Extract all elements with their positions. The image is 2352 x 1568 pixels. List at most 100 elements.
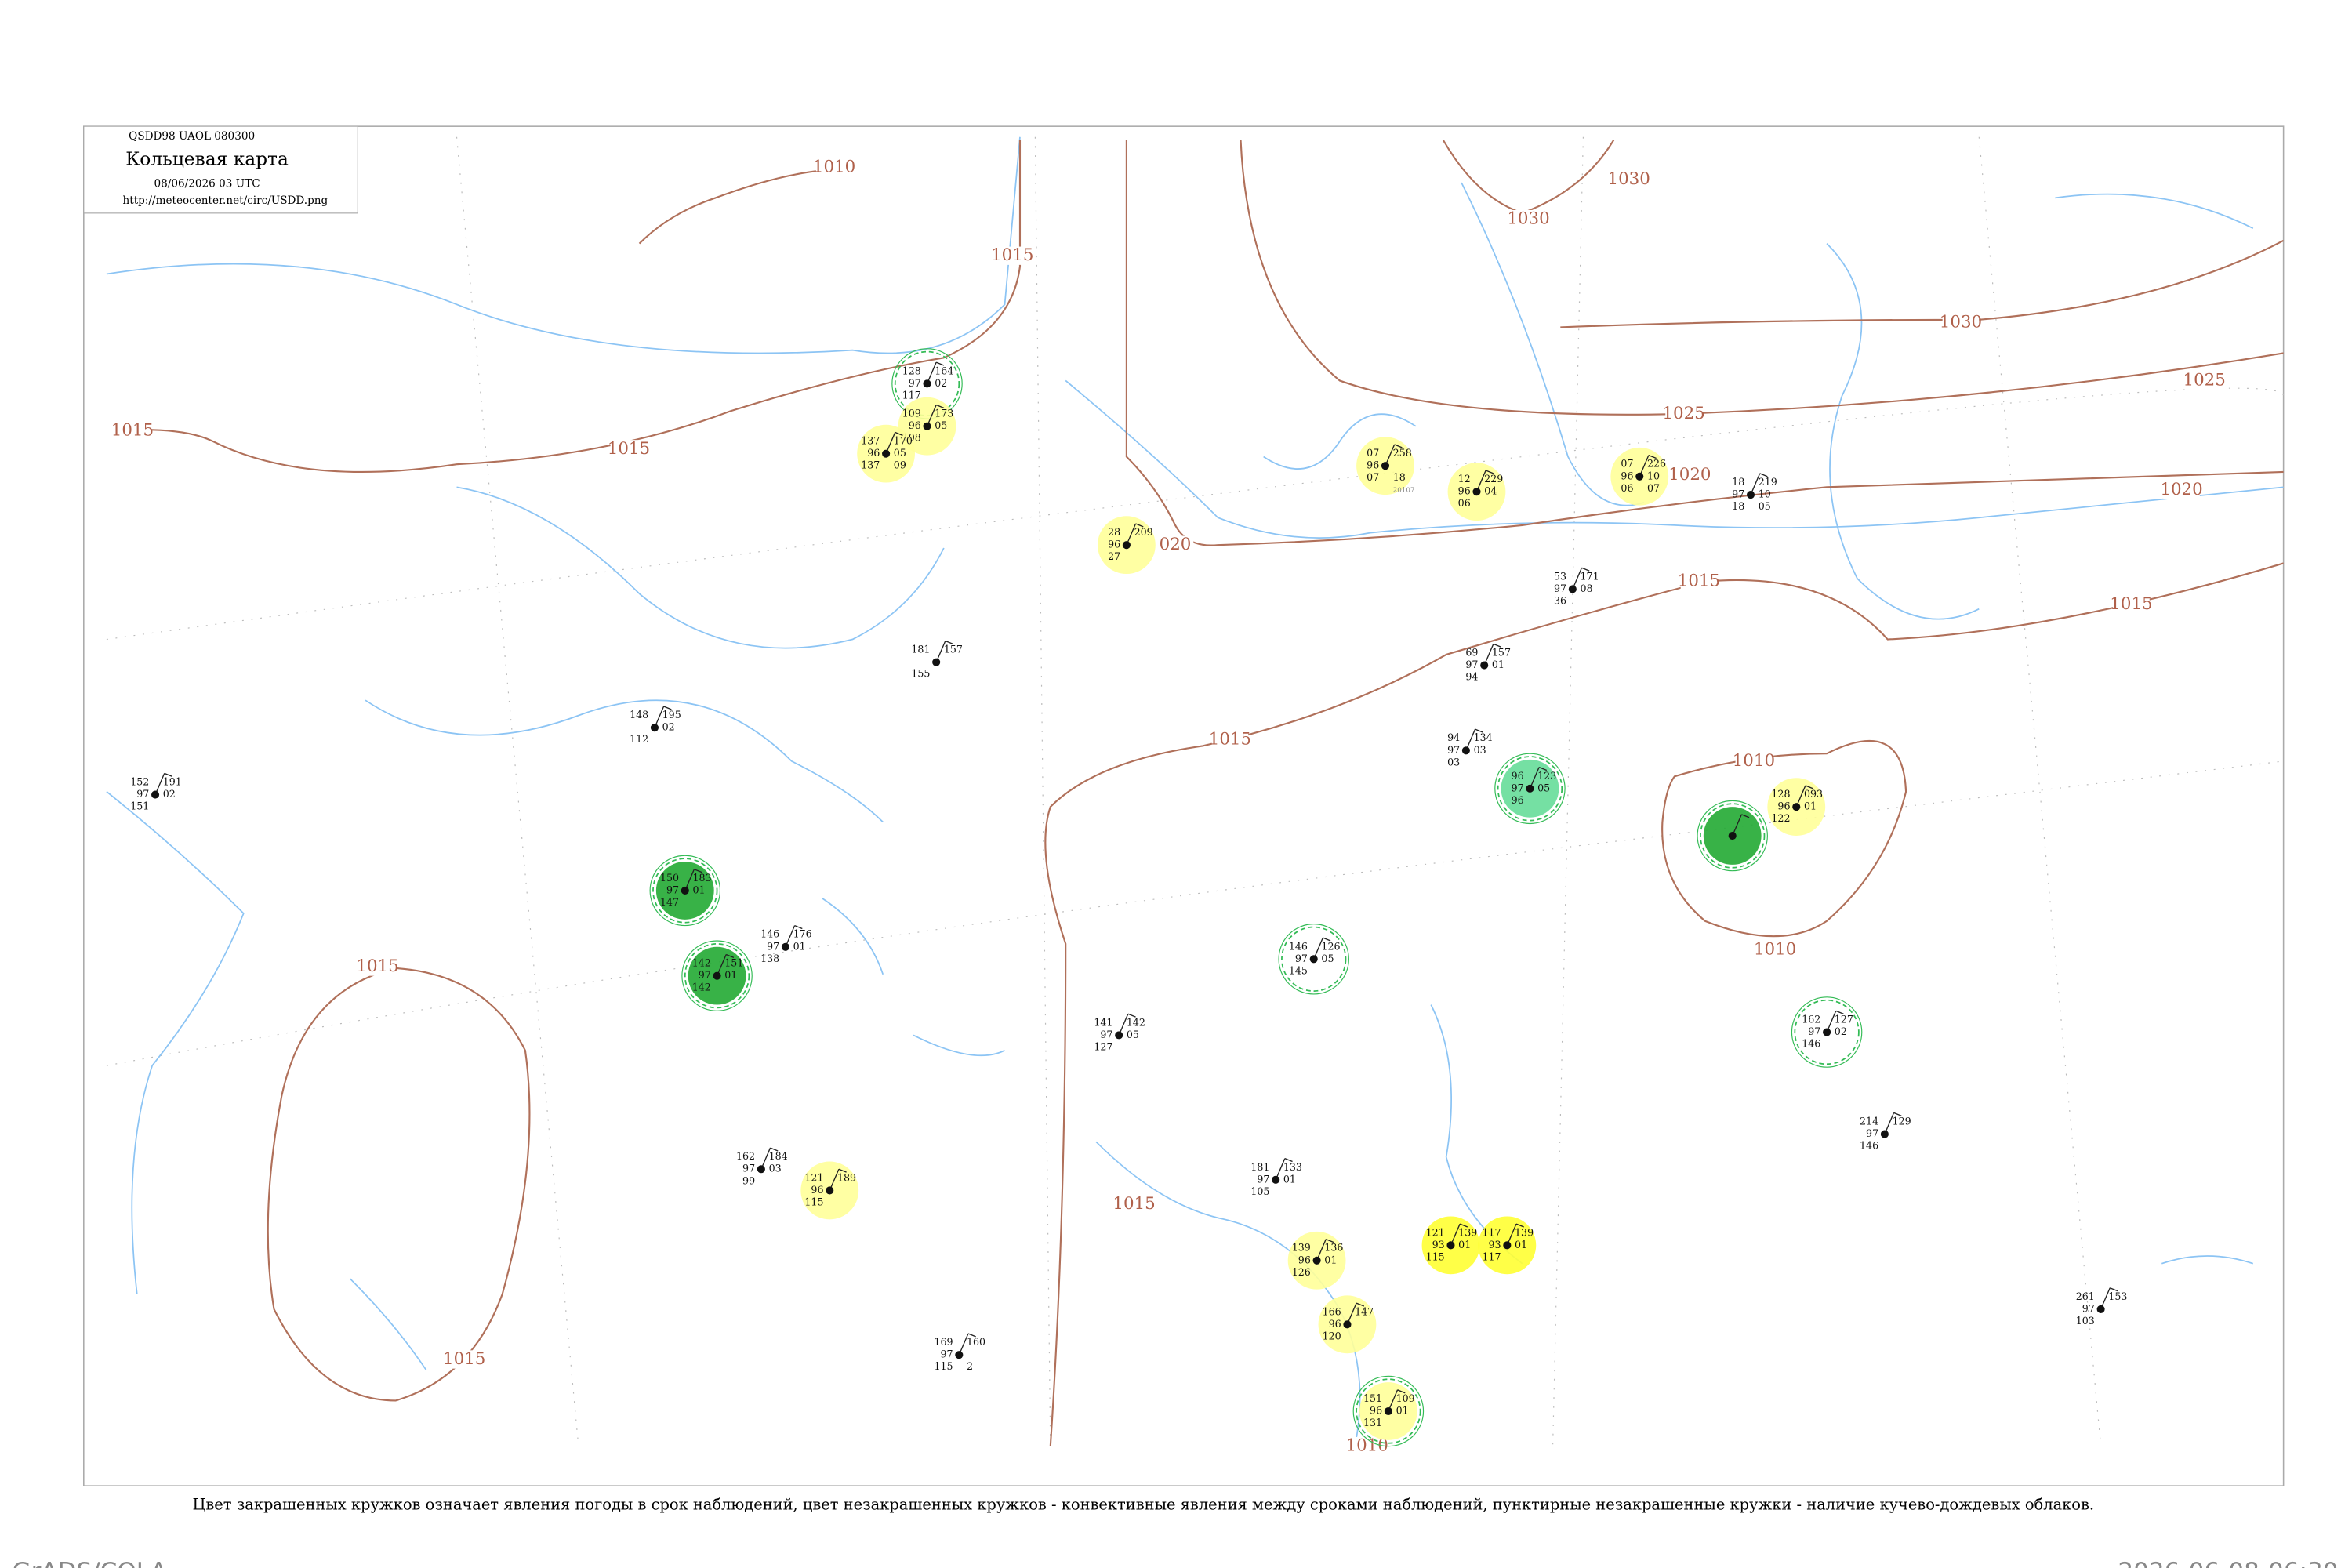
wind-barb bbox=[164, 772, 172, 777]
station-dot bbox=[1568, 585, 1577, 593]
station-value: 28 bbox=[1108, 526, 1120, 538]
isobar-label-bg bbox=[114, 421, 151, 441]
station-value: 93 bbox=[1489, 1239, 1501, 1250]
station-dot bbox=[781, 942, 789, 951]
station-value: 152 bbox=[130, 776, 149, 788]
wind-barb bbox=[945, 640, 953, 644]
cb-ring bbox=[684, 943, 750, 1009]
station-value: 126 bbox=[1321, 940, 1340, 952]
station-value: 97 bbox=[1447, 744, 1460, 756]
station-value: 05 bbox=[1127, 1029, 1139, 1040]
station-value: 97 bbox=[767, 940, 779, 952]
station-value: 129 bbox=[1893, 1116, 1911, 1127]
station-value: 97 bbox=[940, 1348, 953, 1360]
station-value: 139 bbox=[1458, 1226, 1477, 1238]
station-value: 151 bbox=[724, 957, 743, 969]
station-value: 157 bbox=[944, 644, 963, 655]
isobar-label: 1030 bbox=[1940, 313, 1982, 332]
station-value: 126 bbox=[1292, 1266, 1311, 1278]
station-value: 05 bbox=[1321, 953, 1334, 964]
station-dot bbox=[757, 1165, 765, 1174]
cb-ring bbox=[1278, 924, 1349, 995]
station-dot bbox=[1461, 746, 1470, 755]
station-value: 96 bbox=[867, 447, 880, 459]
station-value: 181 bbox=[1250, 1161, 1269, 1173]
station-value: 01 bbox=[1283, 1173, 1296, 1185]
station-value: 96 bbox=[1298, 1254, 1311, 1265]
station-value: 137 bbox=[861, 435, 880, 447]
station-value: 05 bbox=[935, 419, 947, 431]
station-value: 96 bbox=[1108, 539, 1120, 550]
isobar-label-bg bbox=[1116, 1195, 1152, 1214]
wind-barb bbox=[2110, 1287, 2118, 1292]
header-code: QSDD98 UAOL 080300 bbox=[129, 130, 255, 143]
station-value: 189 bbox=[837, 1171, 856, 1183]
cb-ring bbox=[1281, 926, 1347, 992]
station-value: 148 bbox=[630, 709, 648, 720]
station-value: 162 bbox=[1802, 1013, 1820, 1025]
isobar-label: 1015 bbox=[991, 245, 1033, 265]
wind-barb bbox=[1538, 767, 1548, 771]
station-value: 151 bbox=[1363, 1392, 1382, 1404]
header-title: Кольцевая карта bbox=[125, 148, 289, 169]
station-dot bbox=[681, 886, 689, 895]
station-dot bbox=[882, 449, 891, 458]
station-value: 115 bbox=[804, 1196, 823, 1207]
isobar-label-bg bbox=[1680, 572, 1718, 591]
station-dot bbox=[1122, 541, 1131, 550]
station-value: 09 bbox=[894, 459, 906, 471]
wind-barb bbox=[935, 361, 945, 366]
station-value: 127 bbox=[1835, 1013, 1853, 1025]
rivers bbox=[106, 136, 2284, 1446]
station-value: 18 bbox=[1732, 500, 1744, 512]
isobar-label-bg bbox=[1735, 752, 1773, 771]
station-dot bbox=[1635, 472, 1644, 481]
station-value: 229 bbox=[1484, 473, 1503, 485]
station-dot bbox=[1343, 1320, 1352, 1329]
station-value: 07 bbox=[1367, 471, 1379, 483]
station-value: 05 bbox=[1759, 500, 1771, 512]
isobar-label: 1020 bbox=[1668, 465, 1711, 485]
station-id: 20107 bbox=[1393, 487, 1415, 495]
station-value: 97 bbox=[1465, 659, 1478, 670]
station-value: 97 bbox=[1732, 488, 1744, 500]
station-value: 01 bbox=[1458, 1239, 1471, 1250]
station-value: 133 bbox=[1283, 1161, 1302, 1173]
station-value: 146 bbox=[1802, 1038, 1820, 1050]
station-value: 2 bbox=[967, 1360, 973, 1372]
station-dot bbox=[2096, 1305, 2105, 1313]
station-value: 128 bbox=[902, 365, 921, 376]
station-dot bbox=[1472, 488, 1481, 496]
station-value: 94 bbox=[1465, 671, 1478, 683]
wind-barb bbox=[1835, 1010, 1844, 1014]
station-value: 97 bbox=[1554, 583, 1566, 594]
cb-ring bbox=[649, 855, 721, 927]
isobar-label: 1015 bbox=[608, 439, 650, 459]
station-dot bbox=[1792, 803, 1801, 811]
isobar-label: 1015 bbox=[1112, 1194, 1155, 1214]
wind-barb bbox=[1326, 1238, 1334, 1243]
station-value: 137 bbox=[861, 459, 880, 471]
station-value: 142 bbox=[692, 957, 711, 969]
station-value: 123 bbox=[1537, 770, 1556, 782]
footer-left: GrADS/COLA bbox=[13, 1558, 167, 1568]
station-value: 136 bbox=[1324, 1242, 1343, 1254]
station-value: 99 bbox=[742, 1174, 755, 1186]
wind-barb bbox=[1135, 523, 1144, 528]
footer-right: 2026-06-08-06:30 bbox=[2118, 1558, 2338, 1568]
station-value: 96 bbox=[1329, 1318, 1341, 1330]
station-value: 01 bbox=[1396, 1405, 1409, 1417]
wind-barb bbox=[1356, 1302, 1365, 1307]
isobar-label: 1010 bbox=[1754, 940, 1796, 960]
station-value: 07 bbox=[1367, 447, 1379, 459]
station-value: 166 bbox=[1323, 1305, 1341, 1317]
cb-ring bbox=[1352, 1375, 1425, 1447]
station-value: 147 bbox=[660, 896, 679, 908]
station-value: 08 bbox=[1581, 583, 1593, 594]
isobar-label-bg bbox=[610, 440, 648, 459]
isobar-label: 1025 bbox=[1662, 404, 1704, 423]
isobar-label-bg bbox=[2186, 371, 2223, 390]
isobar-labels: 1010101510151015103010301030102510250201… bbox=[111, 158, 2226, 1456]
station-value: 115 bbox=[934, 1360, 953, 1372]
